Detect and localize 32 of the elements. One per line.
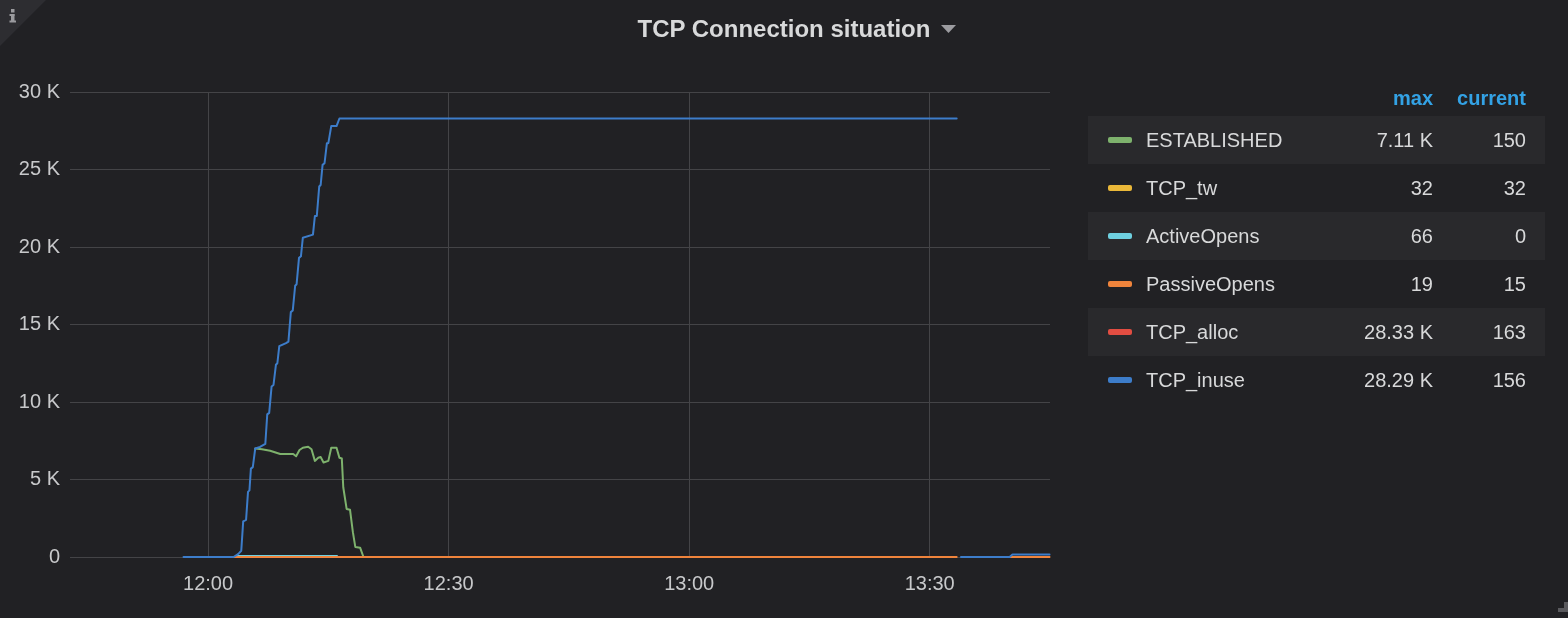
legend-label: TCP_inuse	[1146, 368, 1245, 394]
text: 28.29 K	[1364, 368, 1433, 393]
y-tick-label: 5 K	[29, 467, 61, 490]
y-tick-label: 10 K	[18, 389, 61, 412]
legend-label: ActiveOpens	[1146, 224, 1260, 249]
text: 0	[1514, 224, 1526, 249]
chart-title: TCP Connection situation	[637, 14, 931, 44]
legend-label: TCP_alloc	[1146, 320, 1239, 346]
legend-label: TCP_tw	[1146, 176, 1218, 202]
y-tick-label: 25 K	[18, 157, 61, 180]
text: 156	[1492, 368, 1526, 393]
legend-label: ESTABLISHED	[1146, 128, 1283, 153]
x-tick-label: 12:00	[183, 571, 234, 594]
text: 150	[1492, 128, 1526, 153]
text: max	[1392, 86, 1433, 111]
y-tick-label: 15 K	[18, 312, 61, 335]
x-tick-label: 13:00	[664, 571, 715, 594]
x-tick-label: 12:30	[423, 571, 474, 594]
text: 32	[1410, 176, 1433, 201]
text: 19	[1410, 272, 1433, 297]
text: 163	[1492, 320, 1526, 345]
text: current	[1457, 86, 1526, 111]
y-tick-label: 20 K	[18, 234, 61, 257]
text: 28.33 K	[1364, 320, 1433, 345]
text: 32	[1503, 176, 1526, 201]
text: 15	[1503, 272, 1526, 297]
text: 66	[1410, 224, 1433, 249]
y-tick-label: 30 K	[18, 79, 61, 102]
text: 7.11 K	[1376, 128, 1433, 153]
legend-label: PassiveOpens	[1146, 272, 1275, 297]
x-tick-label: 13:30	[904, 571, 955, 594]
y-tick-label: 0	[48, 544, 60, 567]
